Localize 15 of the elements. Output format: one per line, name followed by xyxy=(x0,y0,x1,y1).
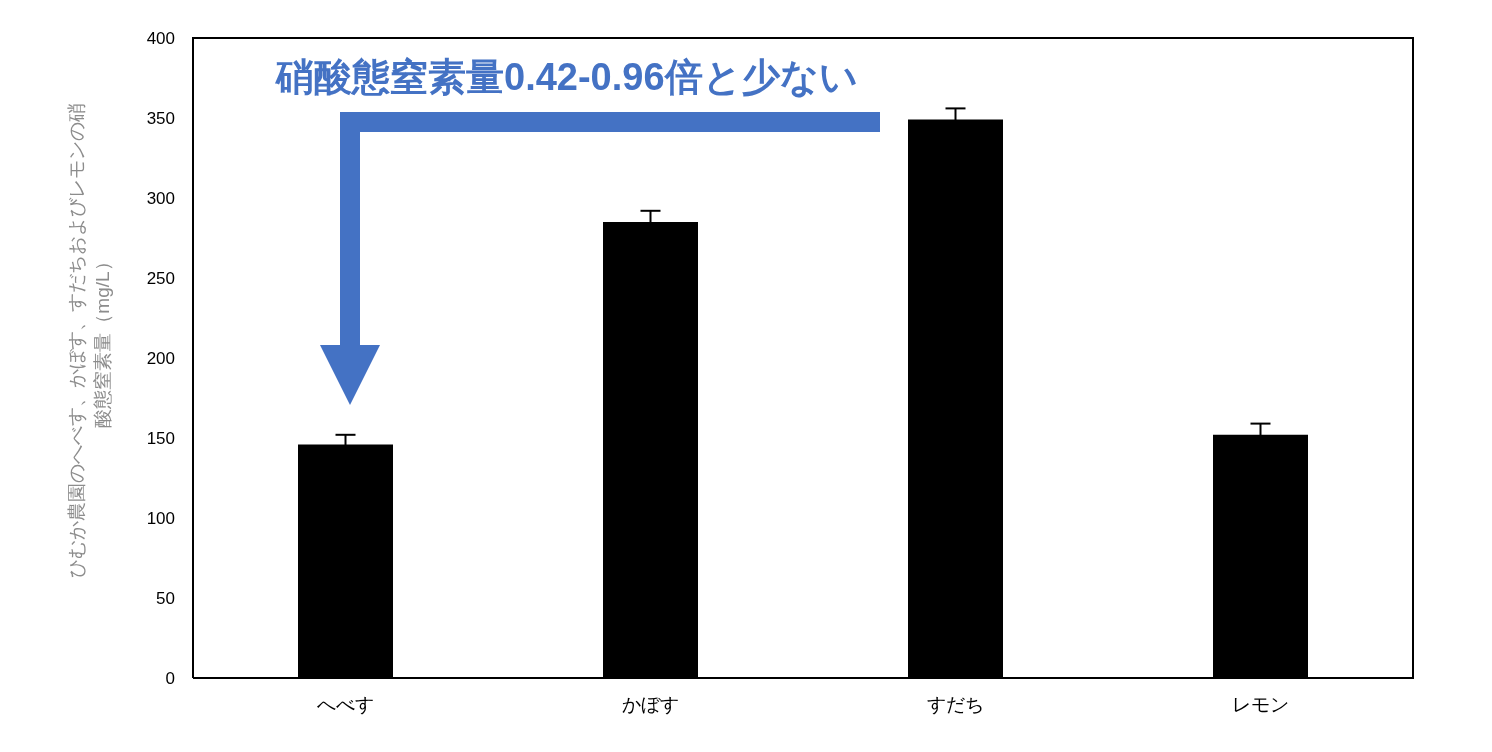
annotation: 硝酸態窒素量0.42-0.96倍と少ない xyxy=(276,55,858,100)
y-tick-label: 400 xyxy=(146,29,175,49)
x-tick-label: すだち xyxy=(927,694,984,716)
y-tick-label: 250 xyxy=(146,269,175,289)
y-tick-label: 0 xyxy=(165,669,175,689)
x-tick-label: レモン xyxy=(1232,694,1289,716)
x-tick-label: かぼす xyxy=(622,694,679,716)
y-tick-label: 300 xyxy=(146,189,175,209)
y-tick-label: 350 xyxy=(146,109,175,129)
y-tick-label: 150 xyxy=(146,429,175,449)
y-tick-label: 200 xyxy=(146,349,175,369)
y-axis-title: ひむか農園のへべす、かぼす、すだちおよびレモンの硝酸態窒素量（mg/L） xyxy=(65,101,114,580)
y-tick-label: 50 xyxy=(156,589,175,609)
y-tick-label: 100 xyxy=(146,509,175,529)
x-tick-label: へべす xyxy=(317,694,374,716)
